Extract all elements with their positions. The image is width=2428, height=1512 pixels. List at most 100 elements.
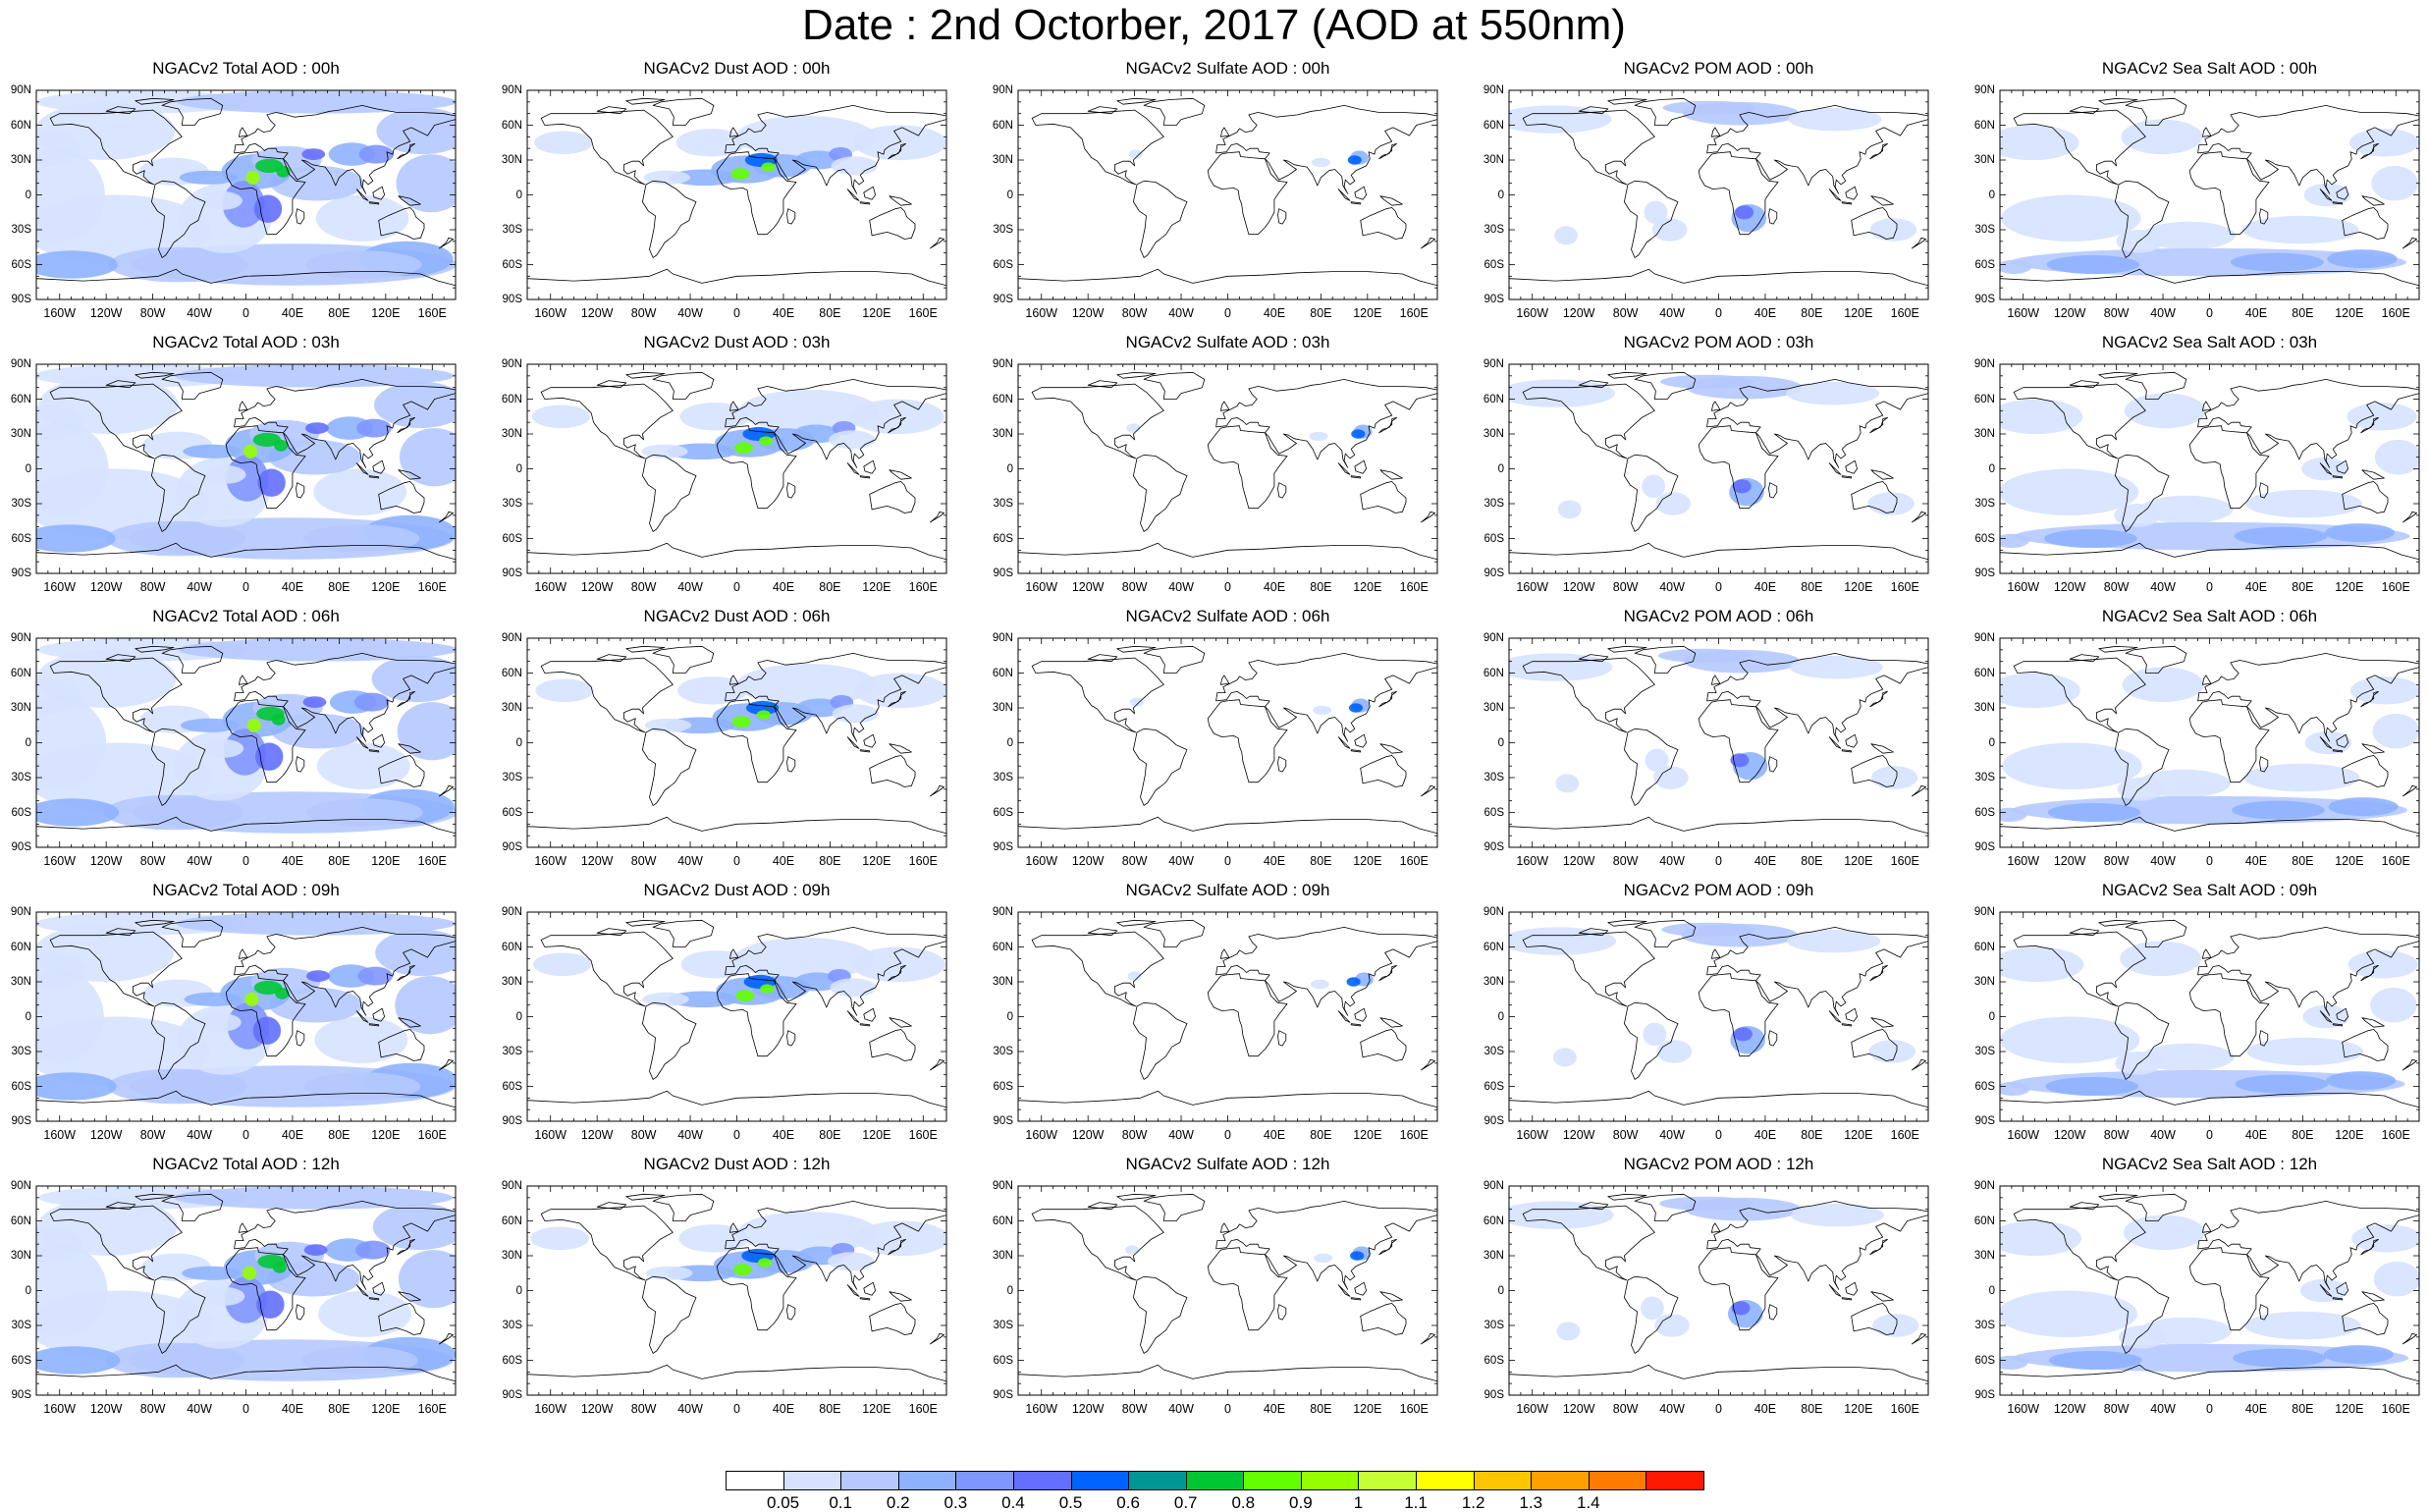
coastline bbox=[1522, 1205, 1655, 1281]
coastline bbox=[1851, 1029, 1898, 1061]
coastline bbox=[234, 652, 456, 742]
coastline bbox=[1870, 469, 1894, 480]
lat-tick-label: 0 bbox=[1497, 736, 1504, 749]
lat-tick-label: 90N bbox=[501, 1180, 522, 1192]
coastline bbox=[786, 482, 796, 499]
lon-tick-label: 160W bbox=[2007, 854, 2040, 868]
lon-tick-label: 120W bbox=[2053, 580, 2086, 594]
aod-contour bbox=[535, 678, 594, 703]
lat-tick-label: 60S bbox=[993, 806, 1013, 819]
aod-contour bbox=[1657, 648, 1752, 663]
map-panel-seasalt-4: NGACv2 Sea Salt AOD : 12h 90N 60N 30N 0 30S 60… bbox=[1974, 1155, 2420, 1416]
aod-contour bbox=[2000, 1355, 2028, 1370]
lon-tick-label: 160E bbox=[2381, 580, 2410, 594]
lon-tick-label: 160E bbox=[908, 580, 938, 594]
coastline bbox=[725, 1200, 946, 1290]
lon-tick-label: 80E bbox=[819, 1128, 841, 1142]
aod-contour bbox=[371, 655, 456, 703]
coastline bbox=[1031, 1205, 1164, 1281]
aod-contour bbox=[274, 439, 289, 452]
coastline bbox=[2115, 180, 2170, 258]
aod-contour bbox=[245, 170, 260, 185]
lon-tick-label: 80W bbox=[1612, 1128, 1639, 1142]
aod-contour bbox=[244, 992, 259, 1006]
lon-tick-label: 120W bbox=[1071, 306, 1105, 320]
aod-contour bbox=[36, 649, 177, 708]
coastline bbox=[2188, 699, 2270, 783]
lon-tick-label: 120W bbox=[1562, 854, 1595, 868]
colorbar-label: 0.4 bbox=[1001, 1493, 1025, 1512]
coastline bbox=[1087, 928, 1118, 937]
map-panel-total-4: NGACv2 Total AOD : 12h 90N 60N 30N 0 30S 60S 90… bbox=[11, 1155, 457, 1416]
lon-tick-label: 40W bbox=[187, 1128, 212, 1142]
coastline bbox=[929, 237, 945, 249]
aod-contour bbox=[1651, 218, 1688, 242]
lon-tick-label: 160E bbox=[1890, 854, 1919, 868]
lon-tick-label: 160E bbox=[2381, 1128, 2410, 1142]
coastline bbox=[1634, 371, 1697, 400]
aod-contour bbox=[738, 390, 880, 432]
coastline bbox=[889, 195, 912, 206]
lat-tick-label: 90N bbox=[1973, 358, 1995, 370]
aod-contour bbox=[2246, 1037, 2364, 1066]
coastline bbox=[36, 268, 456, 299]
lon-tick-label: 160E bbox=[2381, 306, 2410, 320]
colorbar-label: 0.05 bbox=[767, 1493, 800, 1512]
coastline bbox=[527, 1364, 946, 1395]
lat-tick-label: 60S bbox=[11, 532, 31, 545]
map-panel-sulfate-3: NGACv2 Sulfate AOD : 09h 90N 60N 30N 0 30S 60S… bbox=[993, 881, 1438, 1142]
lon-tick-label: 120W bbox=[2053, 1128, 2086, 1142]
coastline bbox=[1509, 268, 1928, 299]
aod-contour bbox=[746, 700, 780, 716]
aod-contour bbox=[2326, 1071, 2397, 1091]
lon-tick-label: 40E bbox=[281, 580, 304, 594]
aod-contour bbox=[269, 987, 363, 1023]
aod-contour bbox=[831, 156, 878, 176]
coastline bbox=[1420, 237, 1436, 249]
coastline bbox=[642, 1001, 697, 1080]
coastline bbox=[1768, 1030, 1778, 1047]
lon-tick-label: 40E bbox=[2244, 580, 2268, 594]
lat-tick-label: 90S bbox=[993, 294, 1013, 305]
coastline bbox=[49, 931, 183, 1007]
map-plot bbox=[1508, 1185, 1929, 1396]
colorbar-label: 0.3 bbox=[944, 1493, 968, 1512]
aod-contour bbox=[36, 1290, 214, 1361]
aod-contour bbox=[2245, 489, 2362, 518]
coastline bbox=[929, 511, 945, 523]
lat-tick-label: 90N bbox=[992, 1180, 1013, 1192]
lon-tick-label: 120W bbox=[1562, 580, 1595, 594]
lat-tick-label: 0 bbox=[1006, 1010, 1013, 1023]
lon-tick-label: 40E bbox=[772, 1128, 795, 1142]
coastline bbox=[1911, 784, 1927, 797]
coastline bbox=[1379, 1017, 1403, 1028]
coastline bbox=[716, 973, 797, 1057]
aod-contour bbox=[1125, 1245, 1140, 1255]
aod-contour bbox=[1661, 922, 1755, 937]
lon-tick-label: 80W bbox=[630, 854, 657, 868]
coastline bbox=[1116, 97, 1157, 105]
coastline bbox=[2336, 1281, 2349, 1296]
coastline bbox=[1215, 1200, 1437, 1290]
aod-contour bbox=[313, 468, 407, 515]
coastline bbox=[1018, 542, 1437, 573]
aod-contour bbox=[2347, 403, 2417, 431]
map-plot bbox=[1999, 89, 2420, 300]
coastline bbox=[2188, 973, 2270, 1057]
lat-tick-label: 60N bbox=[992, 1215, 1013, 1227]
coastline bbox=[1420, 511, 1436, 523]
coastline bbox=[1607, 645, 1647, 653]
lat-tick-label: 30S bbox=[1974, 1046, 1995, 1057]
coastline bbox=[2342, 1029, 2389, 1061]
lat-tick-label: 90N bbox=[10, 358, 31, 370]
aod-contour bbox=[1509, 105, 1612, 134]
coastline bbox=[2115, 1001, 2170, 1080]
lat-tick-label: 60N bbox=[501, 941, 522, 953]
coastline bbox=[161, 919, 224, 947]
coastline bbox=[398, 1291, 421, 1302]
lon-tick-label: 0 bbox=[733, 580, 740, 594]
coastline bbox=[1360, 481, 1407, 513]
coastline bbox=[846, 189, 860, 201]
lon-tick-label: 120W bbox=[2053, 306, 2086, 320]
aod-contour bbox=[2116, 230, 2163, 253]
